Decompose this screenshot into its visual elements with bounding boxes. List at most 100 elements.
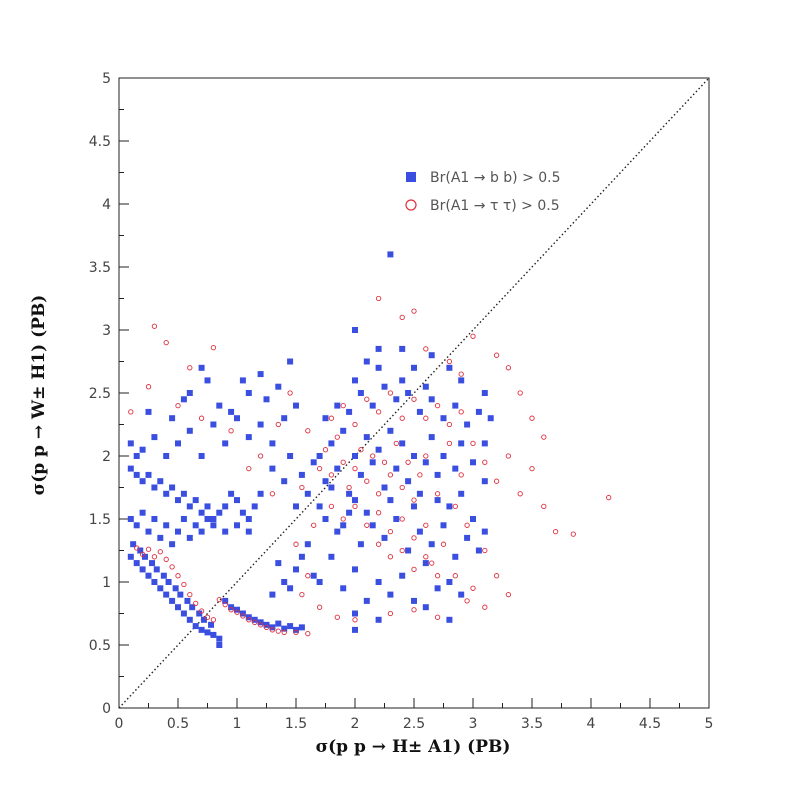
data-point-circle xyxy=(358,447,364,453)
data-point-square xyxy=(192,522,199,529)
data-point-square xyxy=(293,402,299,409)
data-point-circle xyxy=(352,421,358,428)
data-point-square xyxy=(222,597,229,604)
data-point-square xyxy=(257,490,264,497)
data-point-square xyxy=(204,503,211,510)
data-point-square xyxy=(357,390,364,396)
data-point-circle xyxy=(375,295,382,302)
data-point-circle xyxy=(399,516,405,522)
data-point-square xyxy=(234,522,240,529)
data-point-circle xyxy=(493,573,500,579)
data-point-square xyxy=(375,345,382,352)
data-point-square xyxy=(470,459,476,466)
data-point-square xyxy=(228,408,235,415)
data-point-square xyxy=(481,390,488,396)
data-point-square xyxy=(133,522,140,529)
data-point-circle xyxy=(458,472,464,478)
data-point-circle xyxy=(222,602,228,608)
data-point-square xyxy=(127,553,134,560)
data-point-circle xyxy=(352,617,358,623)
data-point-circle xyxy=(364,478,370,484)
data-point-circle xyxy=(198,608,205,614)
data-point-square xyxy=(269,440,276,447)
x-tick-label: 4.5 xyxy=(639,716,661,732)
data-point-square xyxy=(130,541,137,548)
data-point-square xyxy=(446,579,453,585)
data-point-circle xyxy=(458,371,464,377)
data-point-circle xyxy=(169,564,175,570)
data-point-circle xyxy=(452,573,458,579)
data-point-circle xyxy=(252,619,258,625)
data-point-square xyxy=(422,560,429,567)
data-point-square xyxy=(127,516,134,522)
y-tick-label: 0 xyxy=(102,701,111,717)
data-point-square xyxy=(208,621,215,628)
data-point-square xyxy=(275,560,282,567)
y-tick-label: 5 xyxy=(102,71,111,87)
data-point-square xyxy=(133,471,140,478)
data-point-circle xyxy=(399,484,405,491)
data-point-square xyxy=(446,503,453,510)
data-point-circle xyxy=(263,624,270,631)
data-point-square xyxy=(369,459,376,466)
data-point-circle xyxy=(210,344,217,351)
data-point-square xyxy=(186,534,193,541)
data-point-square xyxy=(428,352,435,359)
data-point-square xyxy=(192,497,199,504)
data-point-square xyxy=(186,616,193,623)
data-point-square xyxy=(352,566,358,573)
data-point-circle xyxy=(257,622,264,628)
data-point-square xyxy=(310,572,317,579)
data-point-circle xyxy=(228,607,234,613)
data-point-square xyxy=(316,579,323,585)
data-point-circle xyxy=(275,628,281,634)
data-point-square xyxy=(139,446,146,453)
data-point-square xyxy=(387,251,394,258)
data-point-circle xyxy=(387,528,394,535)
data-point-square xyxy=(165,579,172,585)
data-point-circle xyxy=(299,484,305,491)
data-point-circle xyxy=(193,600,199,607)
data-point-circle xyxy=(151,554,158,560)
data-point-circle xyxy=(482,459,488,465)
data-point-circle xyxy=(470,585,476,591)
data-point-square xyxy=(210,522,217,529)
data-point-square xyxy=(198,528,205,535)
data-point-square xyxy=(153,566,160,573)
series-tautau xyxy=(128,295,612,637)
data-point-square xyxy=(198,364,205,371)
x-tick-label: 4 xyxy=(587,716,596,732)
data-point-square xyxy=(393,465,400,472)
data-point-square xyxy=(464,534,471,541)
data-point-square xyxy=(452,465,459,472)
data-point-square xyxy=(163,490,170,497)
data-point-square xyxy=(405,478,412,485)
data-point-circle xyxy=(541,434,547,440)
x-tick-label: 2 xyxy=(351,716,360,732)
data-point-circle xyxy=(423,554,429,560)
data-point-square xyxy=(198,453,205,459)
data-point-circle xyxy=(305,631,311,637)
data-point-circle xyxy=(393,440,399,447)
x-tick-label: 1 xyxy=(233,716,242,732)
data-point-circle xyxy=(305,573,311,579)
data-point-square xyxy=(352,377,358,384)
data-point-square xyxy=(133,453,140,459)
data-point-square xyxy=(357,541,364,548)
data-point-circle xyxy=(411,497,417,503)
y-tick-label: 2 xyxy=(102,449,111,465)
data-point-square xyxy=(234,497,240,504)
data-point-square xyxy=(422,604,429,611)
data-point-circle xyxy=(464,522,470,528)
data-point-circle xyxy=(387,472,394,478)
data-point-square xyxy=(440,453,447,459)
data-point-square xyxy=(393,516,400,522)
data-point-square xyxy=(141,553,148,560)
data-point-square xyxy=(257,371,264,378)
data-point-circle xyxy=(375,541,382,547)
data-point-circle xyxy=(340,516,346,522)
legend-label-tautau: Br(A1 → τ τ) > 0.5 xyxy=(430,198,560,214)
data-point-square xyxy=(172,585,179,592)
data-point-circle xyxy=(328,472,335,478)
data-point-circle xyxy=(281,629,287,636)
